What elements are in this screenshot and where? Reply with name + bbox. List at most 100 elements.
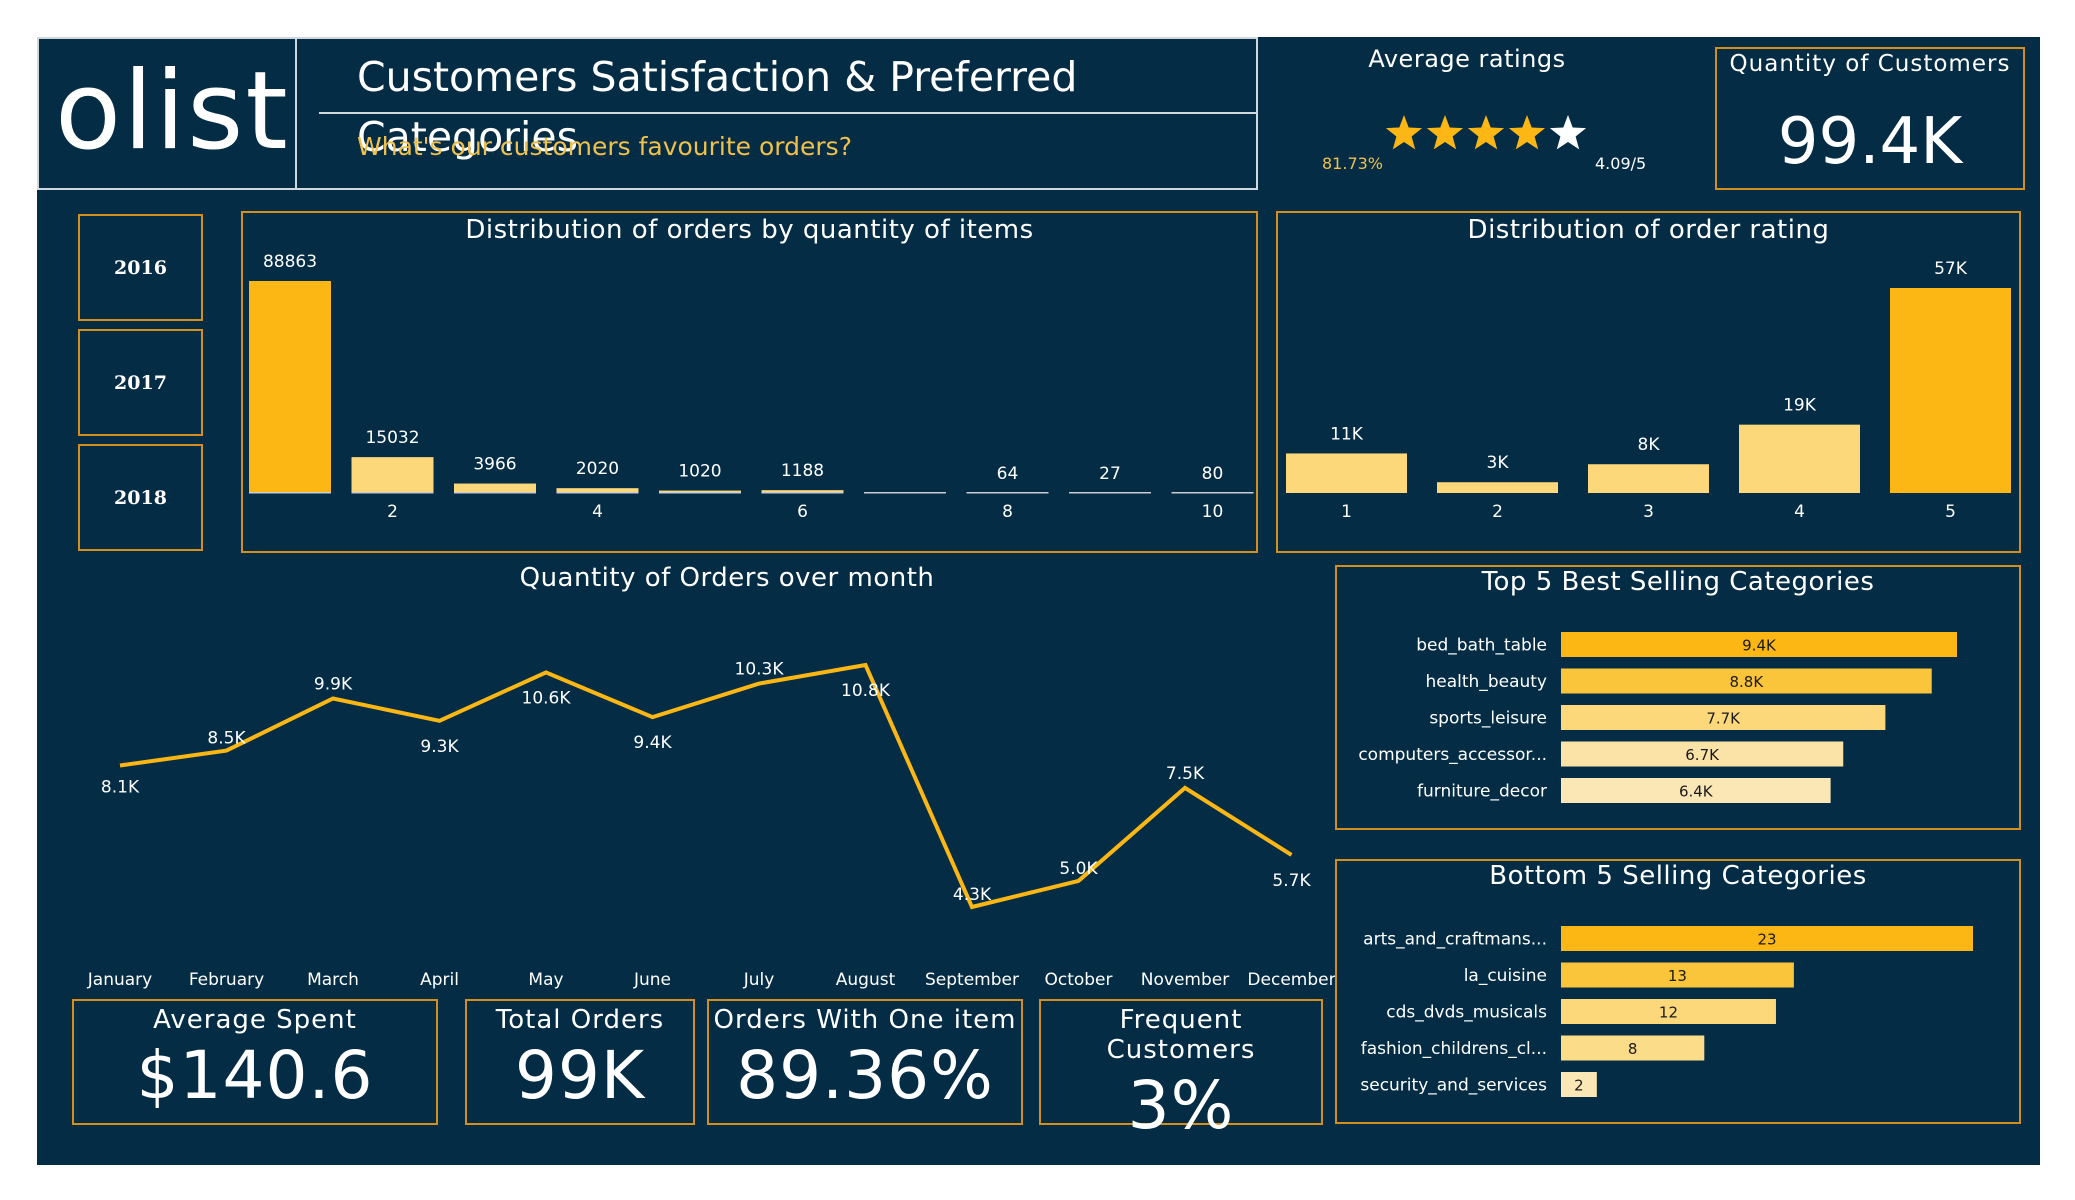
bottom5-category-label: security_and_services: [1360, 1076, 1547, 1096]
top5-category-label: sports_leisure: [1429, 709, 1547, 729]
items-data-label: 64: [997, 464, 1019, 484]
kpi-value: 3%: [1127, 1067, 1235, 1144]
items-bar-baseline: [556, 492, 639, 494]
items-chart-panel: [241, 211, 1258, 553]
rating-tick-label: 1: [1341, 502, 1352, 522]
month-data-label: 8.1K: [101, 778, 140, 798]
top5-data-label: 9.4K: [1742, 637, 1777, 655]
rating-bar: [1588, 464, 1709, 493]
month-data-label: 5.7K: [1272, 871, 1311, 891]
orders-line: [119, 662, 1293, 910]
month-tick-label: July: [743, 970, 775, 990]
items-data-label: 27: [1099, 464, 1121, 484]
logo-divider: [295, 37, 297, 190]
ratings-title: Average ratings: [1368, 45, 1566, 73]
title-underline: [319, 112, 1258, 114]
star-icon: [1508, 115, 1546, 150]
kpi-card-average-spent: Average Spent $140.6: [72, 999, 438, 1125]
items-data-label: 80: [1202, 464, 1224, 484]
rating-tick-label: 4: [1794, 502, 1805, 522]
items-bar-baseline: [761, 492, 844, 494]
rating-bar: [1437, 482, 1558, 493]
top5-title: Top 5 Best Selling Categories: [1481, 567, 1875, 597]
bottom5-title: Bottom 5 Selling Categories: [1489, 861, 1867, 891]
items-data-label: 88863: [263, 252, 317, 272]
rating-data-label: 19K: [1783, 396, 1817, 416]
kpi-title: Orders With One item: [713, 1005, 1017, 1035]
top5-category-label: furniture_decor: [1417, 782, 1547, 802]
items-bar-baseline: [351, 492, 434, 494]
month-tick-label: March: [307, 970, 359, 990]
month-data-label: 4.3K: [953, 885, 992, 905]
bottom5-category-label: cds_dvds_musicals: [1386, 1003, 1547, 1023]
kpi-value: 99K: [514, 1037, 646, 1114]
month-chart-title: Quantity of Orders over month: [519, 563, 935, 593]
rating-data-label: 11K: [1330, 424, 1364, 444]
rating-data-label: 8K: [1638, 435, 1661, 455]
top5-data-label: 7.7K: [1706, 710, 1741, 728]
bottom5-category-label: la_cuisine: [1464, 966, 1547, 986]
items-bar: [659, 490, 741, 493]
bottom5-data-label: 12: [1659, 1004, 1678, 1022]
rating-bar-chart: 11K 1 3K 2 8K 3 19K 4 57K 5: [1286, 259, 2011, 522]
month-data-label: 10.8K: [841, 681, 891, 701]
items-bar-baseline: [249, 492, 331, 494]
page-subtitle: What's our customers favourite orders?: [357, 132, 852, 161]
star-icon: [1426, 115, 1464, 150]
bottom5-bar-chart: 23 arts_and_craftmans... 13 la_cuisine 12 cds…: [1360, 926, 1973, 1097]
items-chart-title: Distribution of orders by quantity of it…: [465, 215, 1034, 245]
month-tick-label: August: [836, 970, 896, 990]
bottom5-bar: [1561, 1035, 1705, 1061]
star-rating: [1382, 102, 1632, 162]
items-tick-label: 10: [1202, 502, 1224, 522]
year-button-2017[interactable]: 2017: [78, 329, 203, 436]
top5-category-label: health_beauty: [1426, 672, 1547, 692]
items-bar: [454, 483, 536, 493]
kpi-card-frequent-customers: Frequent Customers 3%: [1039, 999, 1323, 1144]
top5-panel: [1335, 565, 2021, 830]
month-data-label: 9.9K: [314, 675, 353, 695]
rating-data-label: 3K: [1487, 453, 1510, 473]
customers-title: Quantity of Customers: [1729, 51, 2011, 77]
top5-bar: [1561, 741, 1844, 767]
top5-bar-chart: 9.4K bed_bath_table 8.8K health_beauty 7.7K s…: [1358, 632, 1957, 803]
rating-tick-label: 2: [1492, 502, 1503, 522]
year-button-2018[interactable]: 2018: [78, 444, 203, 551]
month-data-label: 7.5K: [1166, 764, 1205, 784]
bottom5-data-label: 8: [1628, 1040, 1638, 1058]
items-bar: [351, 457, 434, 493]
kpi-card-total-orders: Total Orders 99K: [465, 999, 695, 1125]
items-data-label: 3966: [473, 455, 516, 475]
customers-card: [1715, 47, 2025, 190]
month-tick-label: January: [87, 970, 152, 990]
kpi-title: Frequent Customers: [1106, 1005, 1256, 1065]
top5-category-label: computers_accessor...: [1358, 745, 1547, 765]
month-tick-label: September: [925, 970, 1019, 990]
rating-chart-panel: [1276, 211, 2021, 553]
year-button-2016[interactable]: 2016: [78, 214, 203, 321]
ratings-score: 4.09/5: [1595, 154, 1647, 173]
rating-chart-title: Distribution of order rating: [1467, 215, 1830, 245]
items-bar-baseline: [1171, 492, 1254, 494]
kpi-card-one-item: Orders With One item 89.36%: [707, 999, 1023, 1125]
bottom5-data-label: 2: [1574, 1077, 1584, 1095]
rating-tick-label: 5: [1945, 502, 1956, 522]
stars-graphic: [1385, 115, 1587, 150]
month-tick-label: December: [1247, 970, 1335, 990]
items-bar-baseline: [1069, 492, 1151, 494]
items-bar-baseline: [454, 492, 536, 494]
ratings-percent: 81.73%: [1322, 154, 1384, 173]
month-data-label: 9.4K: [633, 733, 672, 753]
page-title: Customers Satisfaction & Preferred Categ…: [357, 53, 1078, 161]
month-data-label: 8.5K: [207, 729, 246, 749]
top5-data-label: 6.4K: [1679, 783, 1714, 801]
rating-tick-label: 3: [1643, 502, 1654, 522]
items-tick-label: 4: [592, 502, 603, 522]
items-bar-chart: 88863 15032 3966 2020 1020 1188 64 27 80 2 4 6 8 10: [249, 252, 1254, 522]
items-bar: [761, 490, 844, 493]
items-bar: [249, 281, 331, 493]
bottom5-category-label: arts_and_craftmans...: [1363, 930, 1547, 950]
bottom5-panel: [1335, 859, 2021, 1124]
month-tick-label: May: [528, 970, 563, 990]
rating-bar: [1739, 424, 1860, 493]
